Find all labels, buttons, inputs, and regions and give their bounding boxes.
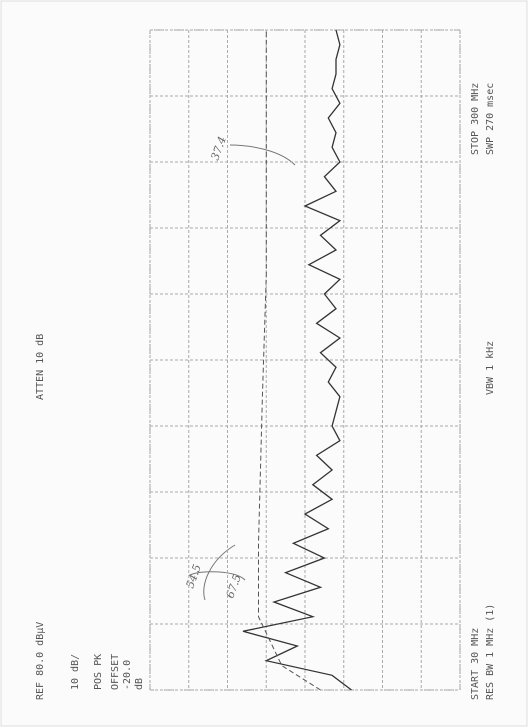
annotation-arrow <box>229 144 296 166</box>
detector-label: POS PK <box>93 654 104 690</box>
trace <box>242 29 352 691</box>
sweep-label: SWP 270 msec <box>485 83 496 155</box>
offset-label: OFFSET <box>110 654 121 690</box>
annotation-arrow <box>189 571 246 581</box>
start-label: START 30 MHz <box>470 628 481 700</box>
limit-line <box>258 30 321 691</box>
offset-value: -20.0 <box>122 660 133 690</box>
rbw-label: RES BW 1 MHz (1) <box>485 604 496 700</box>
annotation-arrow <box>203 544 236 601</box>
ref-label: REF 80.0 dBµV <box>35 622 46 700</box>
stop-label: STOP 300 MHz <box>470 83 481 155</box>
vbw-label: VBW 1 kHz <box>485 341 496 395</box>
offset-unit: dB <box>134 678 145 690</box>
atten-label: ATTEN 10 dB <box>35 334 46 400</box>
scale-label: 10 dB/ <box>70 654 81 690</box>
